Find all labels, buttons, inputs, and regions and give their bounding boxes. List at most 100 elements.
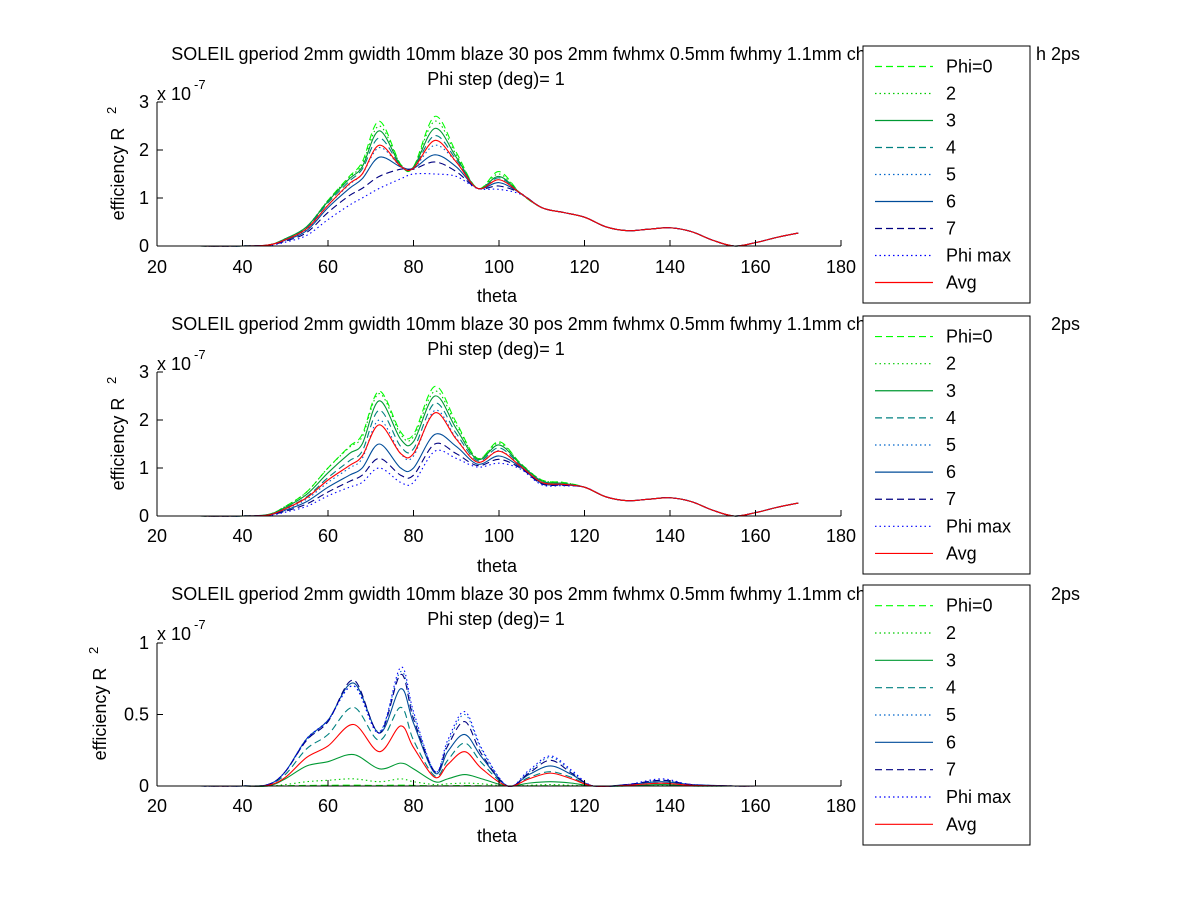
legend-box — [862, 315, 1031, 575]
legend-label: 6 — [946, 192, 956, 212]
series-line-9 — [199, 139, 799, 247]
series-line-4 — [199, 706, 799, 787]
legend-box — [862, 45, 1031, 304]
y-axis-label-group: efficiency R 2 — [104, 107, 128, 221]
y-scale-label: x 10 — [157, 84, 191, 104]
y-axis-label: efficiency R — [108, 398, 128, 491]
x-tick-label: 140 — [655, 257, 685, 277]
series-line-8 — [199, 449, 799, 517]
y-tick-label: 3 — [139, 92, 149, 112]
x-tick-label: 100 — [484, 257, 514, 277]
x-axis-label: theta — [477, 286, 518, 306]
chart-title: SOLEIL gperiod 2mm gwidth 10mm blaze 30 … — [171, 44, 917, 64]
series-line-1 — [199, 115, 799, 247]
x-tick-label: 100 — [484, 796, 514, 816]
legend-label: 6 — [946, 732, 956, 752]
x-tick-label: 40 — [232, 796, 252, 816]
series-line-2 — [199, 120, 799, 247]
series-line-3 — [199, 127, 799, 247]
legend-label: Avg — [946, 814, 977, 834]
x-tick-label: 180 — [826, 526, 856, 546]
chart-title-tail: 2ps — [1051, 584, 1080, 604]
x-tick-label: 60 — [318, 796, 338, 816]
y-tick-label: 1 — [139, 633, 149, 653]
legend-label: 7 — [946, 489, 956, 509]
legend-label: 2 — [946, 354, 956, 374]
y-axis-label-exponent: 2 — [86, 647, 101, 654]
y-axis-label: efficiency R — [90, 668, 110, 761]
y-tick-label: 0 — [139, 776, 149, 796]
y-tick-label: 0.5 — [124, 705, 149, 725]
x-tick-label: 160 — [740, 257, 770, 277]
series-line-9 — [199, 723, 799, 787]
x-tick-label: 100 — [484, 526, 514, 546]
legend-label: 4 — [946, 138, 956, 158]
y-tick-label: 1 — [139, 458, 149, 478]
y-tick-label: 2 — [139, 410, 149, 430]
y-tick-label: 0 — [139, 236, 149, 256]
x-tick-label: 140 — [655, 526, 685, 546]
chart-title: SOLEIL gperiod 2mm gwidth 10mm blaze 30 … — [171, 584, 917, 604]
legend: Phi=0 2 3 4 5 6 7 Phi max Avg — [862, 584, 1031, 846]
series-line-2 — [199, 390, 799, 517]
y-tick-label: 3 — [139, 362, 149, 382]
series-line-7 — [199, 673, 799, 787]
legend-label: 5 — [946, 435, 956, 455]
chart-title-tail: 2ps — [1051, 314, 1080, 334]
legend-label: 4 — [946, 678, 956, 698]
x-tick-label: 20 — [147, 526, 167, 546]
x-tick-label: 80 — [403, 526, 423, 546]
x-tick-label: 40 — [232, 257, 252, 277]
y-scale-label: x 10 — [157, 354, 191, 374]
x-tick-label: 20 — [147, 257, 167, 277]
chart-title-tail: h 2ps — [1036, 44, 1080, 64]
legend: Phi=0 2 3 4 5 6 7 Phi max Avg — [862, 45, 1031, 304]
y-scale-exponent: -7 — [194, 77, 206, 92]
x-axis-label: theta — [477, 556, 518, 576]
chart-panel-3: 20 40 60 80 100 120 140 160 180 0 0.5 1 x 10 -7 theta e… — [86, 584, 1080, 846]
y-axis-label-exponent: 2 — [104, 377, 119, 384]
legend-label: 7 — [946, 760, 956, 780]
legend-label: Avg — [946, 543, 977, 563]
x-tick-label: 20 — [147, 796, 167, 816]
plot-area — [199, 666, 799, 787]
legend-label: 7 — [946, 219, 956, 239]
series-line-5 — [199, 671, 799, 787]
y-tick-label: 1 — [139, 188, 149, 208]
chart-subtitle: Phi step (deg)= 1 — [427, 69, 565, 89]
y-scale-exponent: -7 — [194, 617, 206, 632]
x-tick-label: 120 — [569, 526, 599, 546]
series-line-5 — [199, 144, 799, 247]
x-tick-label: 120 — [569, 257, 599, 277]
legend-label: 4 — [946, 408, 956, 428]
series-line-7 — [199, 161, 799, 247]
x-tick-label: 140 — [655, 796, 685, 816]
series-line-8 — [199, 172, 799, 247]
x-tick-label: 160 — [740, 796, 770, 816]
series-line-8 — [199, 666, 799, 787]
y-scale-exponent: -7 — [194, 347, 206, 362]
series-line-3 — [199, 753, 799, 787]
plot-area — [199, 385, 799, 517]
chart-panel-2: 20 40 60 80 100 120 140 160 180 0 1 2 3 x 10 -7 theta ef… — [104, 314, 1080, 576]
legend-label: Phi=0 — [946, 596, 993, 616]
y-axis-label: efficiency R — [108, 128, 128, 221]
legend-box — [862, 584, 1031, 846]
legend: Phi=0 2 3 4 5 6 7 Phi max Avg — [862, 315, 1031, 575]
x-axis-label: theta — [477, 826, 518, 846]
chart-subtitle: Phi step (deg)= 1 — [427, 609, 565, 629]
x-tick-label: 120 — [569, 796, 599, 816]
chart-subtitle: Phi step (deg)= 1 — [427, 339, 565, 359]
y-scale-label: x 10 — [157, 624, 191, 644]
legend-label: 3 — [946, 650, 956, 670]
series-line-6 — [199, 682, 799, 787]
x-tick-label: 180 — [826, 796, 856, 816]
x-tick-label: 60 — [318, 526, 338, 546]
chart-panel-1: 20 40 60 80 100 120 140 160 180 0 1 2 3 x 10 -7 theta ef… — [104, 44, 1080, 306]
plot-area — [199, 115, 799, 247]
legend-label: 5 — [946, 165, 956, 185]
legend-label: Phi max — [946, 787, 1011, 807]
series-line-2 — [199, 778, 799, 787]
legend-label: Avg — [946, 273, 977, 293]
